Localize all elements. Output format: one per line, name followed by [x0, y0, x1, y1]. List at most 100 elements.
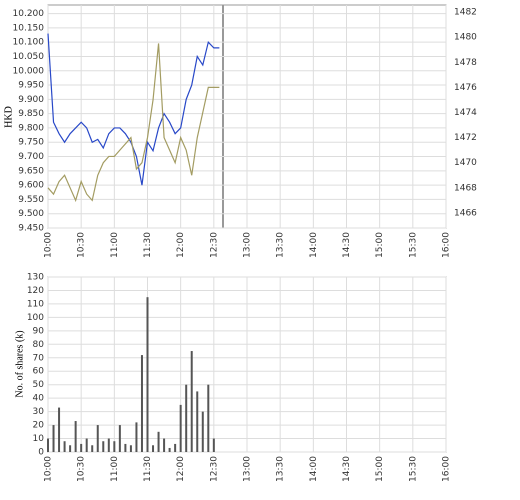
volume-bar	[157, 431, 160, 452]
y-axis-label: HKD	[3, 106, 14, 128]
y2-tick-label: 1476	[454, 83, 477, 93]
y-tick-label: 90	[33, 326, 45, 336]
x-tick-label: 13:30	[276, 232, 286, 258]
x-tick-label: 14:00	[309, 456, 319, 482]
y-tick-label: 30	[33, 407, 45, 417]
x-tick-label: 14:30	[342, 232, 352, 258]
y-tick-label: 40	[33, 394, 45, 404]
y-tick-label: 10.150	[13, 23, 45, 33]
y-tick-label: 60	[33, 367, 45, 377]
volume-bar	[91, 445, 94, 452]
volume-bar	[96, 425, 99, 452]
volume-bar	[163, 438, 166, 452]
y-tick-label: 10.100	[13, 38, 45, 48]
volume-bar	[124, 443, 127, 452]
y-tick-label: 120	[27, 286, 44, 296]
volume-bar	[47, 438, 49, 452]
y-tick-label: 50	[33, 380, 45, 390]
y2-tick-label: 1466	[454, 208, 477, 218]
volume-bar	[135, 422, 138, 452]
volume-bar	[74, 421, 77, 452]
volume-bar	[146, 297, 149, 452]
volume-bar	[58, 407, 61, 452]
x-tick-label: 13:30	[276, 456, 286, 482]
volume-bar	[85, 438, 88, 452]
x-tick-label: 15:30	[408, 232, 418, 258]
volume-bar	[80, 443, 83, 452]
y-tick-label: 130	[27, 273, 44, 283]
x-tick-label: 13:00	[243, 456, 253, 482]
y-tick-label: 9.800	[18, 123, 44, 133]
x-tick-label: 15:00	[375, 232, 385, 258]
y-tick-label: 20	[33, 421, 45, 431]
x-tick-label: 11:30	[143, 232, 153, 258]
volume-bar	[174, 443, 177, 452]
y2-tick-label: 1468	[454, 183, 477, 193]
x-tick-label: 14:00	[309, 232, 319, 258]
y-tick-label: 70	[33, 353, 45, 363]
price-line	[47, 33, 220, 186]
x-tick-label: 10:00	[44, 232, 54, 258]
x-tick-label: 16:00	[442, 456, 452, 482]
x-tick-label: 12:00	[176, 232, 186, 258]
x-tick-label: 11:30	[143, 456, 153, 482]
price-line	[47, 43, 220, 203]
y-tick-label: 80	[33, 340, 45, 350]
volume-bar	[107, 438, 110, 452]
y2-tick-label: 1478	[454, 58, 477, 68]
y-tick-label: 9.700	[18, 152, 44, 162]
y-tick-label: 10.050	[13, 52, 45, 62]
volume-bar	[212, 438, 215, 452]
y-tick-label: 9.900	[18, 95, 44, 105]
volume-bar	[152, 445, 155, 452]
x-tick-label: 10:00	[44, 456, 54, 482]
x-tick-label: 12:30	[209, 232, 219, 258]
x-tick-label: 10:30	[77, 456, 87, 482]
volume-bar	[196, 391, 199, 452]
volume-bar	[113, 441, 116, 452]
y2-tick-label: 1474	[454, 108, 477, 118]
x-tick-label: 15:00	[375, 456, 385, 482]
x-tick-label: 14:30	[342, 456, 352, 482]
x-tick-label: 11:00	[110, 456, 120, 482]
x-tick-label: 12:00	[176, 456, 186, 482]
volume-bar	[140, 355, 143, 452]
volume-bar	[52, 425, 55, 452]
volume-bar	[69, 445, 72, 452]
volume-bar	[168, 447, 171, 452]
volume-bar	[190, 351, 193, 452]
x-tick-label: 12:30	[209, 456, 219, 482]
y-axis-label: No. of shares (k)	[14, 330, 25, 397]
x-tick-label: 10:30	[77, 232, 87, 258]
y-tick-label: 110	[27, 299, 44, 309]
y-tick-label: 100	[27, 313, 44, 323]
y-tick-label: 9.750	[18, 138, 44, 148]
y-tick-label: 9.450	[18, 224, 44, 234]
volume-bar	[102, 441, 105, 452]
y2-tick-label: 1472	[454, 133, 477, 143]
volume-bar	[185, 384, 188, 452]
y-tick-label: 9.850	[18, 109, 44, 119]
volume-bar	[207, 384, 210, 452]
x-tick-label: 16:00	[442, 232, 452, 258]
y2-tick-label: 1480	[454, 33, 477, 43]
y2-tick-label: 1482	[454, 8, 477, 18]
volume-bar	[63, 441, 66, 452]
y-tick-label: 9.500	[18, 209, 44, 219]
volume-bar	[129, 445, 132, 452]
y-tick-label: 9.950	[18, 81, 44, 91]
y-tick-label: 0	[38, 448, 44, 458]
volume-bar	[201, 411, 204, 452]
volume-bar	[118, 425, 121, 452]
y-tick-label: 9.550	[18, 195, 44, 205]
y-tick-label: 10	[33, 434, 45, 444]
y2-tick-label: 1470	[454, 158, 477, 168]
x-tick-label: 11:00	[110, 232, 120, 258]
y-tick-label: 9.650	[18, 166, 44, 176]
volume-bar	[179, 404, 182, 452]
y-tick-label: 10.000	[13, 66, 45, 76]
x-tick-label: 13:00	[243, 232, 253, 258]
y-tick-label: 10.200	[13, 9, 45, 19]
x-tick-label: 15:30	[408, 456, 418, 482]
